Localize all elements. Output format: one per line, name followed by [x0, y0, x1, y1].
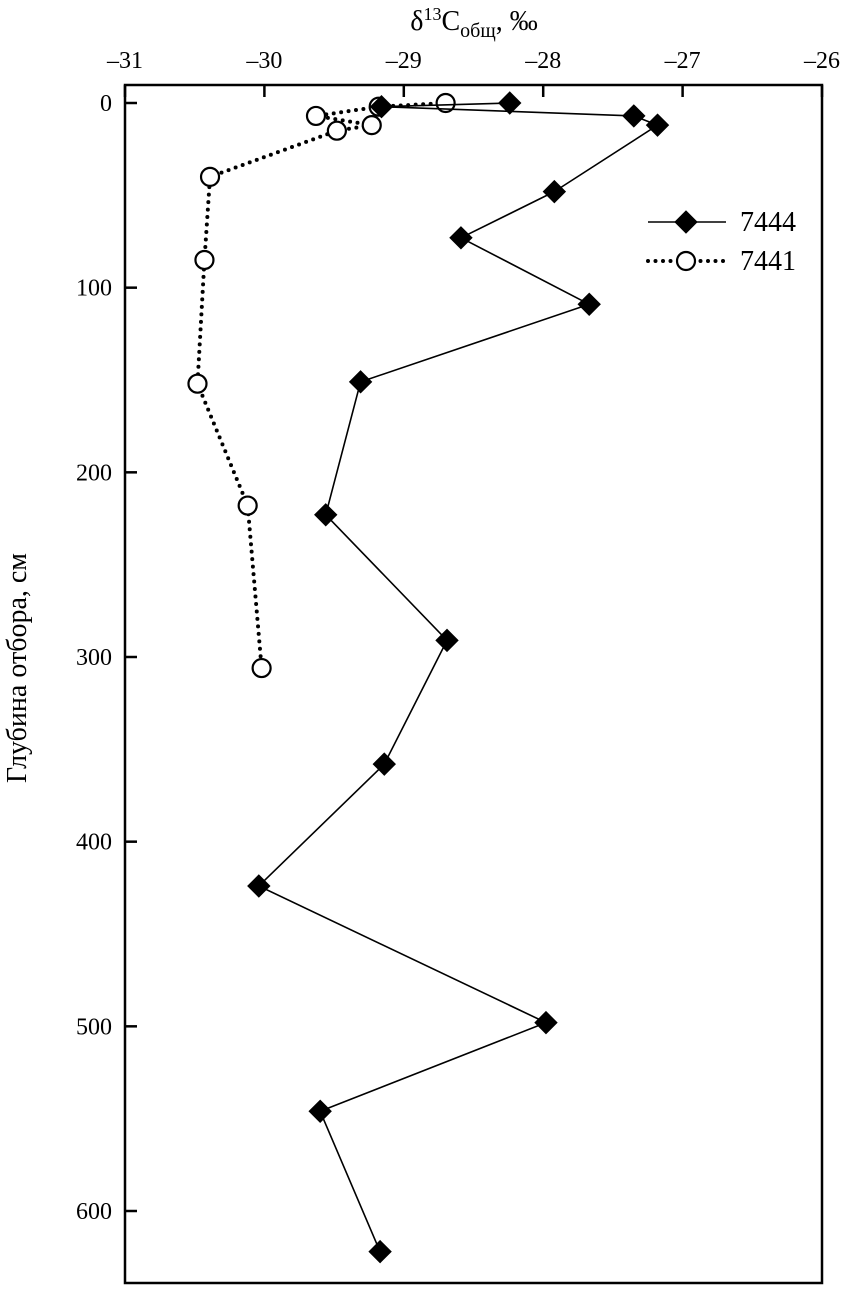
data-point-7441	[435, 92, 456, 114]
axes-layer: –31 –30 –29 –28 –27 –26 0 100 200 300 400 500 600	[76, 48, 840, 1285]
data-point-7444	[577, 292, 601, 316]
y-tick-label: 100	[76, 276, 112, 302]
data-point-7441	[305, 105, 327, 127]
series-7444	[247, 91, 670, 1264]
legend-marker-7444	[674, 210, 698, 234]
series-line-7441	[195, 101, 448, 671]
legend-label-7444: 7444	[740, 207, 796, 238]
x-tick-label: –30	[245, 48, 282, 74]
data-point-7444	[498, 91, 522, 115]
data-point-7441	[326, 120, 347, 141]
data-point-7441	[194, 249, 215, 271]
plot-frame	[123, 83, 824, 1285]
data-point-7444	[314, 503, 338, 527]
data-point-7441	[187, 373, 208, 394]
data-point-7444	[534, 1010, 558, 1035]
data-point-7444	[645, 113, 670, 137]
data-point-7444	[369, 94, 394, 119]
x-tick-label: –27	[664, 48, 701, 74]
legend-item-7441: 7441	[646, 246, 796, 277]
legend: 7444 7441	[646, 207, 796, 277]
series-layer	[187, 91, 670, 1264]
x-tick-label: –28	[524, 48, 561, 74]
data-point-7441	[251, 657, 272, 679]
series-line-7444	[258, 102, 659, 1252]
legend-marker-7441	[675, 250, 697, 272]
y-tick-label: 200	[76, 460, 112, 486]
x-axis-title-sub: общ	[460, 20, 496, 42]
y-tick-label: 500	[76, 1014, 112, 1040]
data-point-7441	[237, 495, 258, 516]
data-point-7444	[372, 752, 396, 776]
x-axis-title-sup: 13	[423, 4, 441, 24]
y-axis-title: Глубина отбора, см	[2, 553, 33, 783]
data-point-7441	[199, 166, 221, 187]
data-point-7444	[348, 370, 373, 394]
y-tick-label: 400	[76, 830, 112, 856]
x-tick-label: –31	[106, 48, 143, 74]
data-point-7444	[622, 104, 646, 128]
x-axis-title-base: C	[441, 6, 460, 37]
data-point-7444	[542, 179, 567, 204]
legend-item-7444: 7444	[648, 207, 796, 238]
x-axis-title-main: δ	[410, 6, 423, 37]
x-tick-label: –26	[803, 48, 840, 74]
x-axis-title-suffix: , ‰	[496, 6, 538, 37]
data-point-7444	[308, 1099, 332, 1123]
data-point-7444	[247, 874, 271, 898]
data-point-7444	[368, 1239, 392, 1264]
legend-label-7441: 7441	[740, 246, 796, 277]
y-tick-label: 0	[100, 91, 112, 117]
series-7441	[187, 92, 456, 679]
y-tick-label: 600	[76, 1199, 112, 1225]
x-tick-label: –29	[385, 48, 422, 74]
data-point-7444	[435, 628, 459, 653]
y-tick-label: 300	[76, 645, 112, 671]
data-point-7441	[361, 115, 382, 136]
data-point-7444	[449, 226, 473, 250]
x-axis-title: δ13Cобщ, ‰	[410, 4, 537, 42]
